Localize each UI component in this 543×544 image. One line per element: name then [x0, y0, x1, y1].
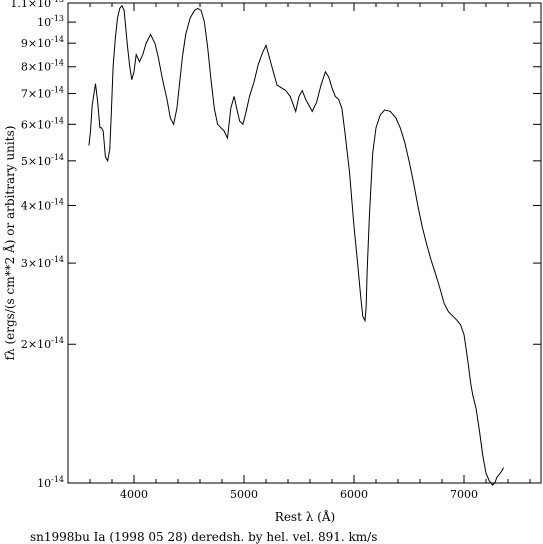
x-axis-ticks: 4000 5000 6000 7000 — [89, 3, 531, 501]
x-tick-label: 4000 — [120, 488, 148, 501]
y-axis-ticks: 10-14 2×10-14 3×10-14 4×10-14 5×10-14 6×10-14… — [10, 0, 541, 490]
y-tick-label: 10-13 — [37, 14, 64, 29]
y-tick-label: 4×10-14 — [21, 197, 64, 212]
y-tick-label: 3×10-14 — [21, 255, 64, 270]
y-tick-label: 2×10-14 — [21, 336, 64, 351]
x-tick-label: 5000 — [230, 488, 258, 501]
x-tick-label: 6000 — [340, 488, 368, 501]
y-tick-label: 5×10-14 — [21, 153, 64, 168]
y-tick-label: 8×10-14 — [21, 59, 64, 74]
plot-frame — [67, 2, 542, 484]
chart-caption: sn1998bu Ia (1998 05 28) deredsh. by hel… — [30, 530, 377, 544]
y-tick-label: 1.1×10-13 — [10, 0, 64, 10]
x-tick-label: 7000 — [450, 488, 478, 501]
y-axis-title: fλ (ergs/(s cm**2 Å) or arbitrary units) — [2, 126, 17, 361]
y-tick-label: 7×10-14 — [21, 85, 64, 100]
series-line — [88, 4, 505, 486]
y-tick-label: 9×10-14 — [21, 35, 64, 50]
y-tick-label: 6×10-14 — [21, 116, 64, 131]
x-axis-title: Rest λ (Å) — [275, 509, 335, 524]
y-tick-label: 10-14 — [37, 475, 64, 490]
